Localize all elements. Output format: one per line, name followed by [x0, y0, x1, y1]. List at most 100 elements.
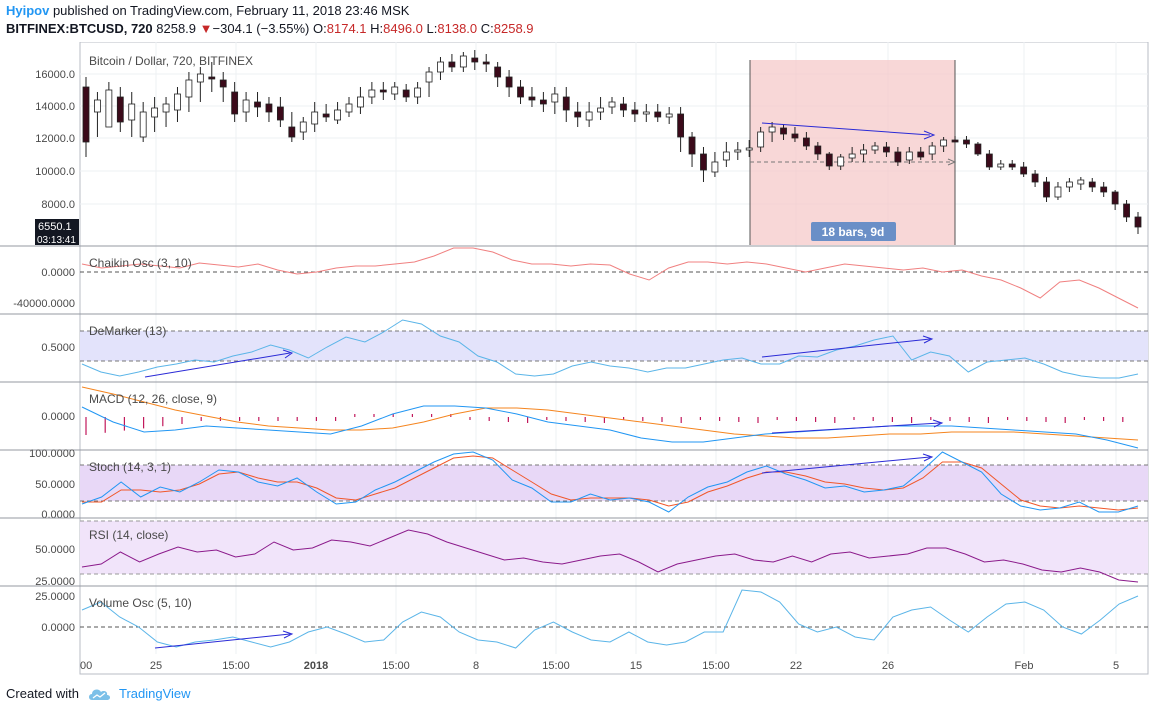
- candle-body: [505, 76, 513, 88]
- time-tick: 8: [473, 660, 479, 672]
- macd-title: MACD (12, 26, close, 9): [89, 392, 217, 406]
- candle-body: [711, 161, 719, 173]
- candle-body: [1100, 186, 1108, 193]
- demarker-trendline-2[interactable]: [761, 338, 931, 358]
- time-tick: 2018: [304, 660, 328, 672]
- candle-body: [802, 137, 810, 147]
- demarker-title: DeMarker (13): [89, 324, 166, 338]
- demarker-trendline-1[interactable]: [144, 352, 291, 378]
- chaikin-tick-0: 0.0000: [41, 267, 75, 279]
- candle-body: [322, 113, 330, 118]
- change-arrow: ▼: [199, 21, 213, 36]
- stoch-trendline[interactable]: [761, 456, 931, 474]
- main-pane[interactable]: 18 bars, 9d Bitcoin / Dollar, 720, BITFI…: [35, 50, 1142, 246]
- chaikin-tick-1: -40000.0000: [13, 298, 75, 310]
- macd-pane[interactable]: MACD (12, 26, close, 9) 0.0000: [41, 386, 1139, 449]
- candle-body: [151, 107, 159, 118]
- y-tick-8000: 8000.0: [41, 199, 75, 211]
- demarker-pane[interactable]: DeMarker (13) 0.5000: [41, 319, 1148, 379]
- tradingview-link[interactable]: TradingView: [118, 686, 191, 701]
- candle-body: [357, 96, 364, 108]
- candle-body: [974, 143, 982, 155]
- open-label: O:: [313, 21, 327, 36]
- chart-area[interactable]: 18 bars, 9d Bitcoin / Dollar, 720, BITFI…: [0, 42, 1156, 682]
- candle-body: [494, 66, 502, 78]
- candle-body: [814, 145, 822, 155]
- volosc-pane[interactable]: Volume Osc (5, 10) 25.0000 0.0000: [35, 589, 1148, 649]
- volosc-title: Volume Osc (5, 10): [89, 596, 192, 610]
- range-arrow-icon: [947, 158, 957, 166]
- stoch-tick-0: 100.0000: [29, 448, 75, 460]
- candle-body: [82, 86, 90, 143]
- time-tag: [35, 233, 79, 245]
- rsi-title: RSI (14, close): [89, 528, 168, 542]
- candle-body: [265, 103, 273, 113]
- volosc-trendline[interactable]: [154, 633, 291, 649]
- rsi-pane[interactable]: RSI (14, close) 50.0000 25.0000: [35, 520, 1148, 588]
- candle-body: [597, 107, 604, 113]
- open-value: 8174.1: [326, 21, 367, 36]
- candle-body: [1043, 181, 1050, 198]
- candle-body: [894, 151, 902, 163]
- candle-body: [334, 109, 341, 121]
- price-trendline[interactable]: [761, 122, 931, 136]
- author-link[interactable]: Hyipov: [6, 3, 50, 18]
- candle-body: [963, 139, 970, 145]
- candle-body: [368, 89, 376, 98]
- candle-body: [448, 61, 456, 68]
- stoch-pane[interactable]: Stoch (14, 3, 1) 100.0000 50.0000 0.0000: [29, 448, 1148, 521]
- candle-body: [425, 71, 433, 83]
- time-axis[interactable]: 00 25 15:00 2018 15:00 8 15:00 15 15:00 …: [80, 660, 1119, 672]
- chart-svg[interactable]: 18 bars, 9d Bitcoin / Dollar, 720, BITFI…: [0, 42, 1156, 682]
- candle-body: [185, 79, 193, 98]
- rsi-tick-1: 25.0000: [35, 576, 75, 588]
- candle-body: [528, 96, 536, 101]
- time-tick: 15:00: [222, 660, 250, 672]
- candle-body: [574, 111, 582, 118]
- volosc-line: [81, 589, 1139, 649]
- symbol-label: BITFINEX:BTCUSD, 720: [6, 21, 153, 36]
- candle-body: [883, 146, 890, 153]
- candle-body: [642, 111, 650, 115]
- macd-line: [81, 405, 1139, 449]
- time-tick: 5: [1113, 660, 1119, 672]
- candle-body: [128, 103, 136, 121]
- candle-body: [471, 57, 479, 63]
- candle-body: [757, 131, 765, 148]
- candle-body: [917, 151, 925, 158]
- stoch-tick-2: 0.0000: [41, 509, 75, 521]
- low-value: 8138.0: [437, 21, 478, 36]
- candle-body: [311, 111, 319, 125]
- volosc-tick-0: 25.0000: [35, 591, 75, 603]
- trend-arrow-icon: [923, 130, 936, 140]
- candle-body: [1077, 179, 1085, 185]
- macd-trendline[interactable]: [771, 422, 941, 434]
- macd-histogram: [85, 414, 1124, 435]
- rsi-tick-0: 50.0000: [35, 544, 75, 556]
- candle-body: [379, 89, 387, 93]
- candle-body: [162, 103, 170, 113]
- candle-body: [1088, 181, 1096, 188]
- candle-body: [299, 121, 307, 133]
- candle-body: [620, 103, 627, 111]
- candle-body: [928, 145, 936, 155]
- macd-signal-line: [81, 386, 1139, 441]
- candle-body: [848, 153, 856, 159]
- candle-body: [905, 151, 913, 161]
- time-tick: 00: [80, 660, 92, 672]
- candle-body: [608, 101, 616, 108]
- time-tick: Feb: [1015, 660, 1034, 672]
- candle-body: [860, 149, 867, 155]
- candle-body: [174, 93, 181, 111]
- candle-body: [105, 89, 113, 128]
- candle-body: [997, 163, 1005, 168]
- candle-body: [654, 111, 662, 118]
- candle-body: [517, 86, 524, 98]
- y-tick-16000: 16000.0: [35, 69, 75, 81]
- candle-body: [780, 127, 787, 135]
- candle-body: [391, 86, 399, 95]
- time-tick: 26: [882, 660, 894, 672]
- chaikin-pane[interactable]: Chaikin Osc (3, 10) 0.0000 -40000.0000: [13, 247, 1148, 310]
- y-tick-10000: 10000.0: [35, 166, 75, 178]
- candle-body: [768, 126, 776, 133]
